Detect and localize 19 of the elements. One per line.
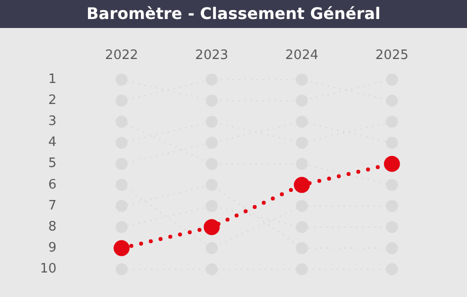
x-tick-label: 2025	[375, 48, 408, 64]
y-tick-label: 1	[48, 72, 57, 87]
point	[294, 176, 310, 193]
point	[114, 240, 130, 256]
x-tick-label: 2024	[285, 48, 318, 64]
y-tick-label: 2	[48, 93, 57, 108]
y-tick-label: 3	[48, 114, 57, 130]
point	[384, 156, 400, 172]
y-tick-label: 8	[48, 219, 57, 234]
x-tick-label: 2022	[105, 48, 138, 64]
y-tick-label: 7	[48, 198, 57, 214]
x-tick-label: 2023	[195, 48, 228, 64]
y-tick-label: 4	[48, 135, 57, 150]
chart-title: Baromètre - Classement Général	[0, 0, 467, 28]
y-tick-label: 10	[40, 262, 57, 277]
y-tick-label: 6	[48, 177, 57, 192]
point	[204, 219, 220, 236]
y-tick-label: 5	[48, 156, 57, 172]
y-tick-label: 9	[48, 240, 57, 256]
